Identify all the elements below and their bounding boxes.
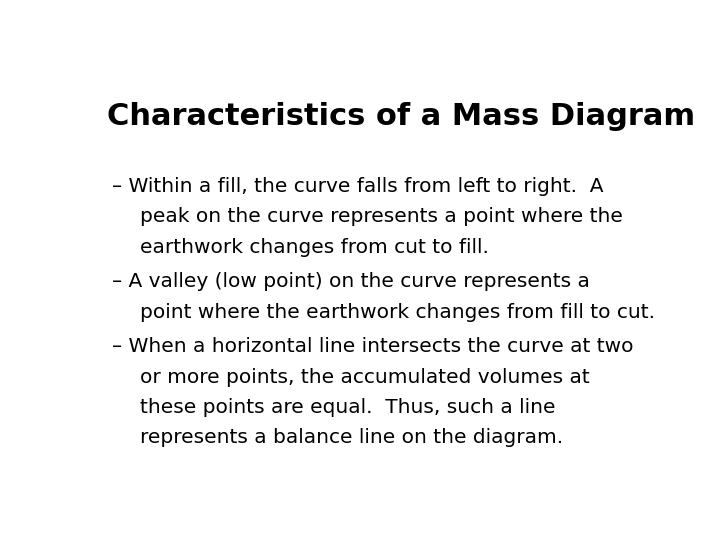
- Text: Characteristics of a Mass Diagram: Characteristics of a Mass Diagram: [107, 102, 695, 131]
- Text: peak on the curve represents a point where the: peak on the curve represents a point whe…: [140, 207, 623, 226]
- Text: – When a horizontal line intersects the curve at two: – When a horizontal line intersects the …: [112, 337, 634, 356]
- Text: point where the earthwork changes from fill to cut.: point where the earthwork changes from f…: [140, 302, 655, 322]
- Text: earthwork changes from cut to fill.: earthwork changes from cut to fill.: [140, 238, 489, 257]
- Text: – Within a fill, the curve falls from left to right.  A: – Within a fill, the curve falls from le…: [112, 177, 604, 196]
- Text: represents a balance line on the diagram.: represents a balance line on the diagram…: [140, 428, 563, 447]
- Text: or more points, the accumulated volumes at: or more points, the accumulated volumes …: [140, 368, 590, 387]
- Text: – A valley (low point) on the curve represents a: – A valley (low point) on the curve repr…: [112, 272, 590, 291]
- Text: these points are equal.  Thus, such a line: these points are equal. Thus, such a lin…: [140, 398, 556, 417]
